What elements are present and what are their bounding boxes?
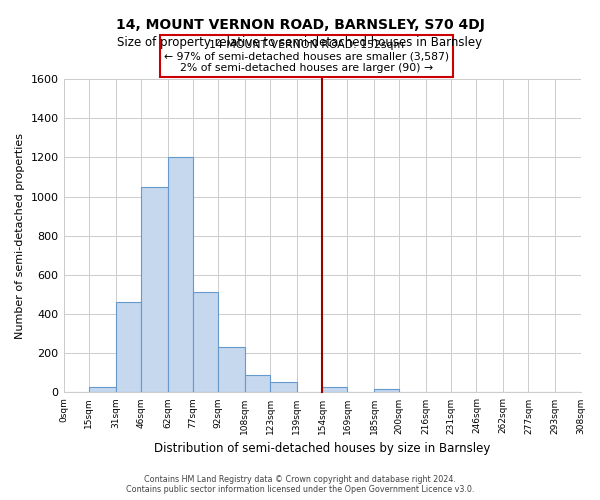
- Bar: [322, 386, 347, 392]
- Bar: [116, 302, 141, 392]
- Bar: [193, 292, 218, 392]
- Text: Contains HM Land Registry data © Crown copyright and database right 2024.
Contai: Contains HM Land Registry data © Crown c…: [126, 474, 474, 494]
- Bar: [89, 386, 116, 392]
- Y-axis label: Number of semi-detached properties: Number of semi-detached properties: [15, 132, 25, 338]
- Text: 14 MOUNT VERNON ROAD: 152sqm
← 97% of semi-detached houses are smaller (3,587)
2: 14 MOUNT VERNON ROAD: 152sqm ← 97% of se…: [164, 40, 449, 72]
- Bar: [374, 388, 399, 392]
- Bar: [167, 158, 193, 392]
- Bar: [218, 348, 245, 393]
- Bar: [270, 382, 297, 392]
- Bar: [141, 186, 167, 392]
- X-axis label: Distribution of semi-detached houses by size in Barnsley: Distribution of semi-detached houses by …: [154, 442, 490, 455]
- Text: 14, MOUNT VERNON ROAD, BARNSLEY, S70 4DJ: 14, MOUNT VERNON ROAD, BARNSLEY, S70 4DJ: [116, 18, 484, 32]
- Text: Size of property relative to semi-detached houses in Barnsley: Size of property relative to semi-detach…: [118, 36, 482, 49]
- Bar: [245, 375, 270, 392]
